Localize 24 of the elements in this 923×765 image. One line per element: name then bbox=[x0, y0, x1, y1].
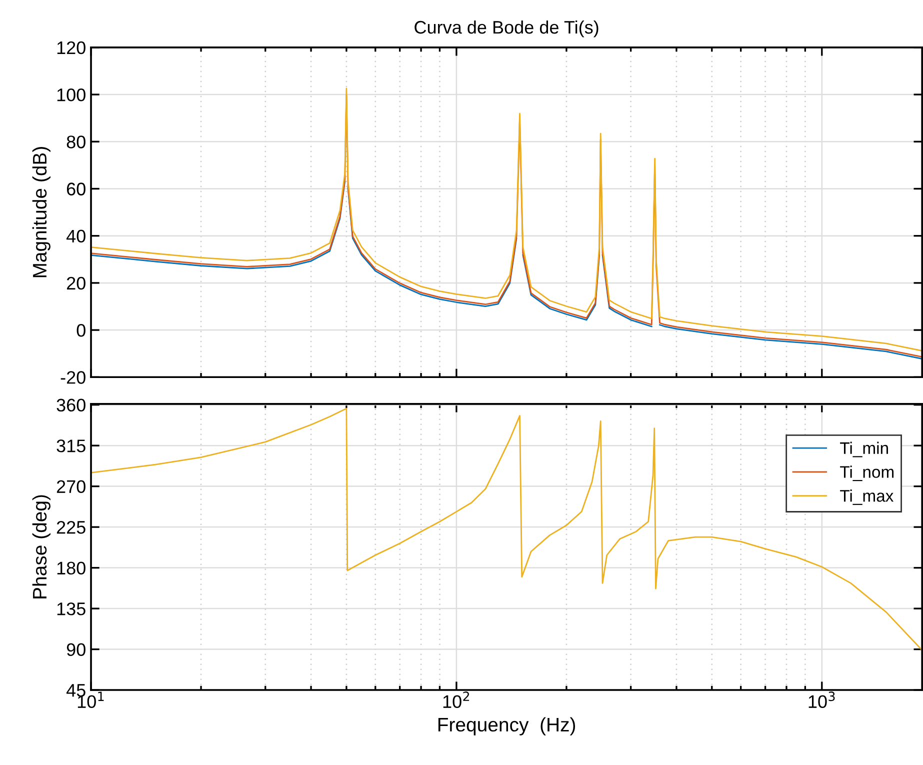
y-tick-label: 135 bbox=[57, 602, 86, 616]
y-tick-label: 20 bbox=[66, 276, 86, 290]
y-tick-label: 90 bbox=[66, 643, 86, 656]
y-tick-label: 60 bbox=[66, 182, 86, 196]
y-tick-label: 80 bbox=[66, 136, 86, 148]
x-tick-label: 10$^{2}$ bbox=[443, 692, 470, 708]
x-axis-title: Frequency (Hz) bbox=[438, 717, 576, 736]
y-tick-label: 40 bbox=[66, 230, 86, 243]
y-tick-label: 120 bbox=[57, 41, 86, 54]
y-tick-label: 100 bbox=[57, 88, 86, 102]
y-tick-label: 180 bbox=[57, 562, 86, 575]
y-tick-label: 360 bbox=[56, 398, 86, 412]
y-tick-label: 270 bbox=[56, 480, 86, 494]
legend-label: Ti_min bbox=[840, 442, 888, 458]
y-tick-label: -20 bbox=[60, 371, 86, 384]
y-tick-label: 225 bbox=[56, 520, 86, 534]
y-axis-title: Phase (deg) bbox=[32, 495, 50, 598]
chart-title: Curva de Bode de Ti(s) bbox=[414, 20, 598, 38]
y-tick-label: 0 bbox=[76, 324, 86, 337]
legend-label: Ti_nom bbox=[840, 466, 894, 482]
y-axis-title: Magnitude (dB) bbox=[32, 147, 50, 278]
x-tick-label: 10$^{3}$ bbox=[808, 692, 835, 708]
legend-label: Ti_max bbox=[840, 490, 894, 505]
y-tick-label: 315 bbox=[56, 440, 86, 452]
